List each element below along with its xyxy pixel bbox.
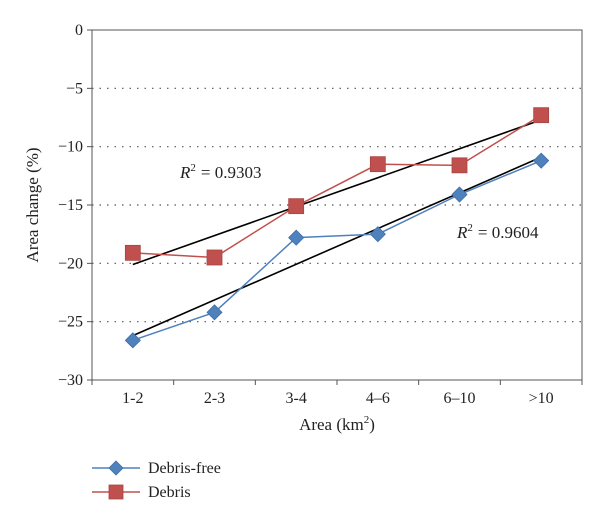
data-point-debris-free [451, 186, 468, 203]
y-tick-label: −15 [58, 197, 83, 214]
legend: Debris-free Debris [92, 460, 221, 501]
legend-item-debris-free: Debris-free [92, 460, 221, 477]
data-point-debris [369, 156, 386, 173]
series-line-debris-free [132, 159, 542, 342]
legend-debris-label: Debris [148, 484, 191, 501]
data-point-debris [124, 244, 141, 261]
data-point-debris-free [206, 304, 223, 321]
x-axis-ticks: 1-2 2-3 3-4 4–6 6–10 >10 [91, 380, 583, 407]
y-tick-label: −20 [58, 255, 83, 272]
x-axis-title-main: Area (km [299, 415, 364, 434]
data-point-debris [533, 107, 550, 124]
debris-r2-value: = 0.9303 [201, 163, 262, 182]
data-point-debris [451, 157, 468, 174]
data-point-debris-free [533, 152, 550, 169]
series-line-debris [132, 114, 542, 259]
debris-free-r2-exponent: 2 [467, 222, 473, 234]
grid-lines [92, 87, 582, 323]
debris-free-r2-annotation: R2 = 0.9604 [456, 222, 539, 242]
series-lines [132, 114, 542, 342]
data-point-debris-free [369, 226, 386, 243]
data-point-debris-free [124, 332, 141, 349]
data-point-debris-free [288, 229, 305, 246]
y-tick-label: −25 [58, 314, 83, 331]
x-axis-title-close: ) [369, 415, 375, 434]
trendline-debris [132, 119, 542, 266]
x-axis-title: Area (km2) [299, 414, 375, 434]
x-tick-label: 3-4 [286, 390, 307, 407]
x-axis-title-exponent: 2 [364, 414, 370, 426]
x-tick-label: 6–10 [444, 390, 476, 407]
x-tick-label: 1-2 [122, 390, 143, 407]
y-tick-label: −30 [58, 372, 83, 389]
debris-r2-exponent: 2 [190, 162, 196, 174]
debris-free-r2-symbol: R [456, 223, 468, 242]
data-point-debris [206, 249, 223, 266]
x-tick-label: >10 [529, 390, 554, 407]
data-point-debris [288, 198, 305, 215]
y-axis-title: Area change (%) [23, 147, 42, 262]
trendlines [132, 119, 542, 337]
legend-debris-free-marker [108, 460, 124, 476]
y-tick-label: 0 [75, 22, 83, 39]
legend-item-debris: Debris [92, 484, 191, 501]
x-tick-label: 4–6 [366, 390, 390, 407]
legend-debris-marker [108, 484, 124, 500]
y-axis-ticks: 0 −5 −10 −15 −20 −25 −30 [58, 22, 92, 389]
debris-r2-symbol: R [179, 163, 191, 182]
debris-r2-annotation: R2 = 0.9303 [179, 162, 261, 182]
plot-area-frame [91, 29, 583, 381]
legend-debris-free-label: Debris-free [148, 460, 221, 477]
trendline-debris-free [132, 156, 542, 337]
debris-free-r2-value: = 0.9604 [478, 223, 539, 242]
y-tick-label: −5 [66, 80, 83, 97]
y-tick-label: −10 [58, 139, 83, 156]
series-markers [124, 107, 550, 349]
x-tick-label: 2-3 [204, 390, 225, 407]
